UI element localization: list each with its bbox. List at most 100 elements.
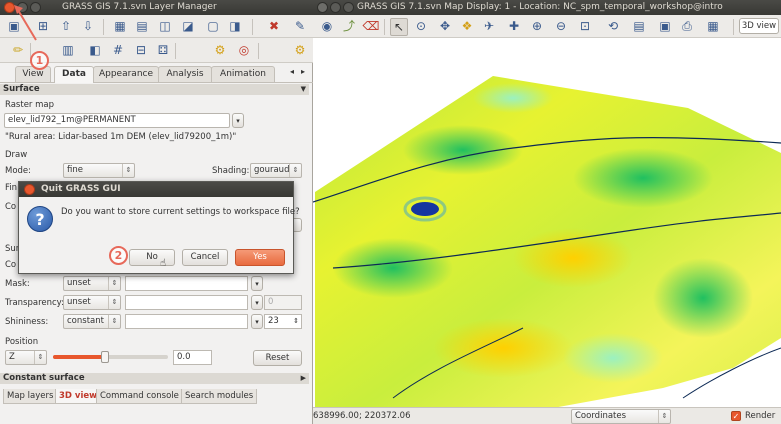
grid-icon[interactable]: #	[112, 43, 124, 57]
workspace-open-icon[interactable]: ⇧	[60, 19, 72, 33]
help-icon[interactable]: ◎	[238, 43, 250, 57]
shininess-select[interactable]: constant ⇕	[63, 314, 121, 329]
maximize-window-button[interactable]	[30, 2, 41, 13]
zoom-extent-icon[interactable]: ⊡	[579, 19, 591, 33]
step-2-badge: 2	[109, 246, 128, 265]
add-overlay-icon[interactable]: ◨	[229, 19, 241, 33]
map-minimize-button[interactable]	[330, 2, 341, 13]
tab-3d-view[interactable]: 3D view	[55, 389, 102, 404]
no-button[interactable]: No	[129, 249, 175, 266]
query-icon[interactable]: ⊙	[415, 19, 427, 33]
layer-manager-titlebar: GRASS GIS 7.1.svn Layer Manager	[0, 0, 313, 15]
position-value-input[interactable]: 0.0	[173, 350, 212, 365]
nviz-settings-icon[interactable]: ⚙	[294, 43, 306, 57]
erase-icon[interactable]: ⌫	[362, 19, 380, 33]
zoom-icon[interactable]: ❖	[461, 19, 473, 33]
render-map-icon[interactable]: ⤴	[342, 19, 355, 33]
tab-data[interactable]: Data	[54, 66, 94, 83]
modeler-icon[interactable]: ⚃	[157, 43, 169, 57]
close-window-button[interactable]	[4, 2, 15, 13]
import-vector-icon[interactable]: ◧	[89, 43, 101, 57]
collapse-icon[interactable]: ▼	[300, 85, 306, 93]
tab-animation[interactable]: Animation	[211, 66, 275, 82]
zoom-back-icon[interactable]: ⊖	[555, 19, 567, 33]
position-axis-select[interactable]: Z ⇕	[5, 350, 47, 365]
transparency-spin[interactable]: 0	[264, 295, 302, 310]
fly-through-icon[interactable]: ✈	[483, 19, 495, 33]
position-label: Position	[5, 337, 39, 347]
position-slider-fill	[53, 355, 105, 359]
tab-search-modules[interactable]: Search modules	[181, 389, 258, 404]
raster-map-dropdown-button[interactable]: ▾	[232, 113, 244, 128]
add-vector-misc-icon[interactable]: ◪	[182, 19, 194, 33]
tab-appearance[interactable]: Appearance	[93, 66, 159, 82]
workspace-new-icon[interactable]: ⊞	[37, 19, 49, 33]
draw-label: Draw	[5, 150, 28, 160]
map-close-button[interactable]	[317, 2, 328, 13]
raster-map-select[interactable]: elev_lid792_1m@PERMANENT	[4, 113, 230, 128]
nviz-tool-icon[interactable]: ▦	[707, 19, 719, 33]
pointer-icon[interactable]: ↖	[390, 18, 408, 36]
digitize-icon[interactable]: ✏	[12, 43, 24, 57]
mask-browse-button[interactable]: ▾	[251, 276, 263, 291]
save-image-icon[interactable]: ▣	[659, 19, 671, 33]
pan-icon[interactable]: ✥	[439, 19, 451, 33]
layer-manager-toolbar-1: ▣ ⊞ ⇧ ⇩ ▦ ▤ ◫ ◪ ▢ ◨ ✖ ✎	[0, 15, 313, 38]
delete-layer-icon[interactable]: ✖	[268, 19, 280, 33]
spin-arrows-icon[interactable]: ⇕	[293, 317, 299, 325]
display-map-icon[interactable]: ◉	[321, 19, 333, 33]
shininess-map-input[interactable]	[125, 314, 248, 329]
mask-select[interactable]: unset ⇕	[63, 276, 121, 291]
zoom-region-icon[interactable]: ⊕	[531, 19, 543, 33]
stream-line-3	[682, 347, 781, 399]
add-vector-icon[interactable]: ◫	[159, 19, 171, 33]
yes-button[interactable]: Yes	[235, 249, 285, 266]
transparency-browse-button[interactable]: ▾	[251, 295, 263, 310]
shininess-spin[interactable]: 23 ⇕	[264, 314, 302, 329]
shininess-browse-button[interactable]: ▾	[251, 314, 263, 329]
print-icon[interactable]: ⎙	[682, 19, 692, 33]
statusbar-mode-select[interactable]: Coordinates ⇕	[571, 409, 671, 424]
overlay-icon[interactable]: ▤	[633, 19, 645, 33]
transparency-map-input[interactable]	[125, 295, 248, 310]
add-multiple-raster-icon[interactable]: ▤	[136, 19, 148, 33]
position-slider-thumb[interactable]	[100, 351, 109, 363]
tab-scroll-left-icon[interactable]: ◂	[290, 67, 295, 76]
position-slider-track[interactable]	[53, 351, 168, 363]
add-raster-icon[interactable]: ▦	[114, 19, 126, 33]
reset-button[interactable]: Reset	[253, 350, 302, 366]
add-group-icon[interactable]: ▢	[207, 19, 219, 33]
dialog-close-button[interactable]	[24, 184, 35, 195]
workspace-save-icon[interactable]: ⇩	[82, 19, 94, 33]
constant-surface-section-header[interactable]: Constant surface ▶	[0, 373, 309, 384]
tab-map-layers[interactable]: Map layers	[3, 389, 58, 404]
new-display-icon[interactable]: ▣	[8, 19, 20, 33]
shading-select[interactable]: gouraud ⇕	[250, 163, 302, 178]
tab-view[interactable]: View	[15, 66, 51, 82]
mode-select[interactable]: fine ⇕	[63, 163, 135, 178]
rotate-icon[interactable]: ✚	[508, 19, 520, 33]
tab-analysis[interactable]: Analysis	[158, 66, 212, 82]
terrain-surface	[313, 76, 781, 408]
annotation-arrow	[14, 5, 37, 41]
cancel-button[interactable]: Cancel	[182, 249, 228, 266]
expand-icon[interactable]: ▶	[300, 374, 306, 382]
view-mode-select[interactable]: 3D view	[739, 18, 779, 34]
mode-label: Mode:	[5, 166, 32, 176]
render-checkbox[interactable]: ✓	[731, 411, 741, 421]
edit-vector-icon[interactable]: ✎	[294, 19, 306, 33]
stream-line	[332, 212, 781, 269]
mask-map-input[interactable]	[125, 276, 248, 291]
surface-section-header[interactable]: Surface ▼	[0, 84, 309, 95]
settings-icon[interactable]: ⚙	[214, 43, 226, 57]
tab-bar: View Data Appearance Analysis Animation …	[0, 66, 313, 83]
map-canvas[interactable]	[313, 38, 781, 408]
analyze-icon[interactable]: ⟲	[607, 19, 619, 33]
map-calculator-icon[interactable]: ⊟	[135, 43, 147, 57]
transparency-select[interactable]: unset ⇕	[63, 295, 121, 310]
coordinates-readout: 638996.00; 220372.06	[313, 411, 411, 421]
map-maximize-button[interactable]	[343, 2, 354, 13]
import-raster-icon[interactable]: ▥	[62, 43, 74, 57]
tab-command-console[interactable]: Command console	[96, 389, 183, 404]
tab-scroll-right-icon[interactable]: ▸	[301, 67, 306, 76]
